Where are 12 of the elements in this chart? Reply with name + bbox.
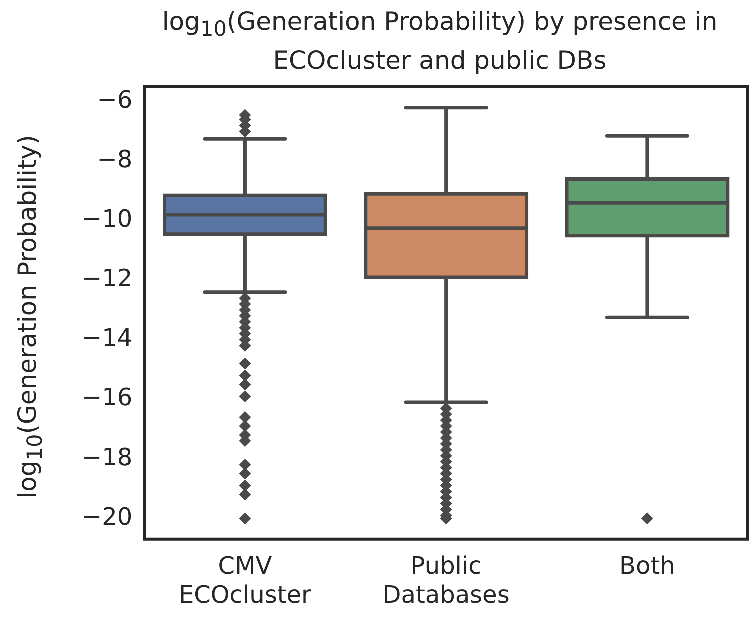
y-tick-label: −16 (82, 384, 133, 412)
y-tick-label: −14 (82, 324, 133, 352)
x-tick-label: Public Databases (382, 552, 510, 609)
x-tick-label: Both (620, 552, 676, 580)
y-tick-label: −20 (82, 502, 133, 531)
y-tick-label: −6 (97, 86, 133, 114)
y-tick-label: −18 (82, 443, 133, 472)
chart-title: log$_{10}$(Generation Probability) by presence in ECOcluster and public DBs (161, 6, 719, 76)
y-tick-label: −10 (82, 205, 133, 234)
y-tick-label: −12 (82, 264, 133, 293)
y-tick-label: −8 (97, 146, 133, 174)
x-tick-label: CMV ECOcluster (178, 552, 312, 609)
